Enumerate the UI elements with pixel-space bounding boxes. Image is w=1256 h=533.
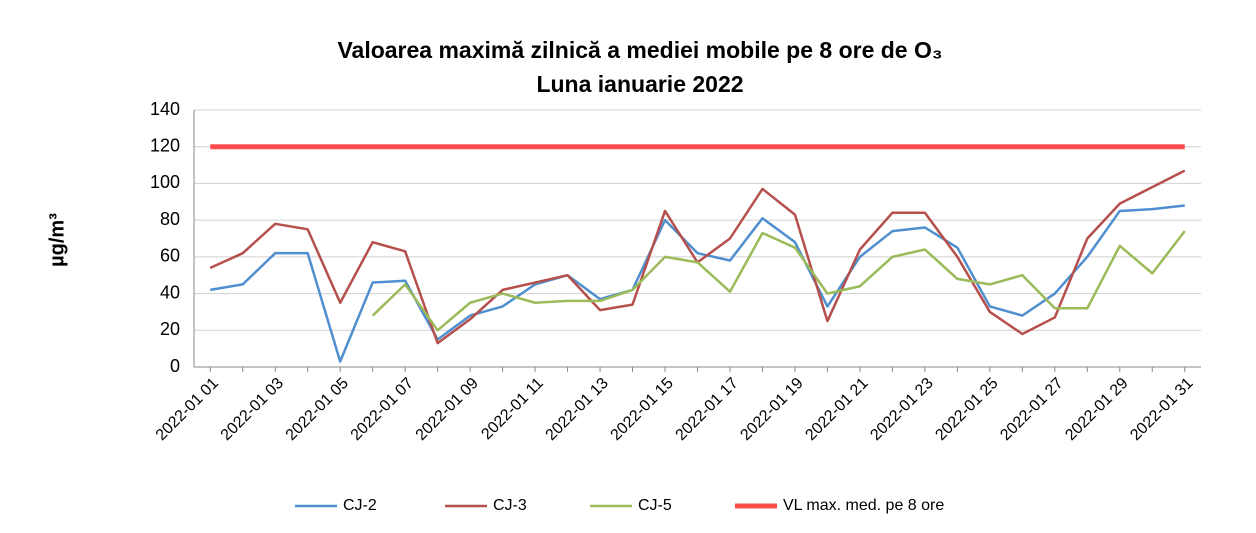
x-tick-label: 2022-01 31 xyxy=(1127,375,1196,444)
series-line xyxy=(210,204,1185,363)
legend-label: VL max. med. pe 8 ore xyxy=(783,497,944,514)
y-tick-label: 60 xyxy=(160,246,180,266)
chart-title: Valoarea maximă zilnică a mediei mobile … xyxy=(337,37,942,63)
x-tick-label: 2022-01 11 xyxy=(478,375,547,444)
x-tick-label: 2022-01 13 xyxy=(543,375,612,444)
y-tick-label: 0 xyxy=(170,356,180,376)
x-tick-label: 2022-01 21 xyxy=(802,375,871,444)
y-tick-label: 100 xyxy=(150,172,180,192)
x-tick-label: 2022-01 15 xyxy=(608,375,677,444)
legend-label: CJ-3 xyxy=(493,497,527,514)
y-axis-label: µg/m³ xyxy=(46,213,68,267)
x-tick-label: 2022-01 01 xyxy=(153,375,222,444)
y-tick-label: 120 xyxy=(150,135,180,155)
y-tick-label: 140 xyxy=(150,99,180,119)
y-tick-label: 80 xyxy=(160,209,180,229)
x-tick-label: 2022-01 17 xyxy=(673,375,742,444)
x-tick-label: 2022-01 05 xyxy=(283,375,352,444)
y-tick-label: 40 xyxy=(160,282,180,302)
legend-label: CJ-5 xyxy=(638,497,672,514)
x-tick-label: 2022-01 25 xyxy=(932,375,1001,444)
x-tick-label: 2022-01 03 xyxy=(218,375,287,444)
x-tick-label: 2022-01 29 xyxy=(1062,375,1131,444)
x-tick-label: 2022-01 27 xyxy=(997,375,1066,444)
x-tick-label: 2022-01 19 xyxy=(737,375,806,444)
series-line xyxy=(371,230,1186,332)
chart-subtitle: Luna ianuarie 2022 xyxy=(536,71,743,97)
y-tick-label: 20 xyxy=(160,319,180,339)
x-tick-label: 2022-01 09 xyxy=(413,375,482,444)
x-tick-label: 2022-01 23 xyxy=(867,375,936,444)
x-tick-label: 2022-01 07 xyxy=(348,375,417,444)
legend-label: CJ-2 xyxy=(343,497,377,514)
